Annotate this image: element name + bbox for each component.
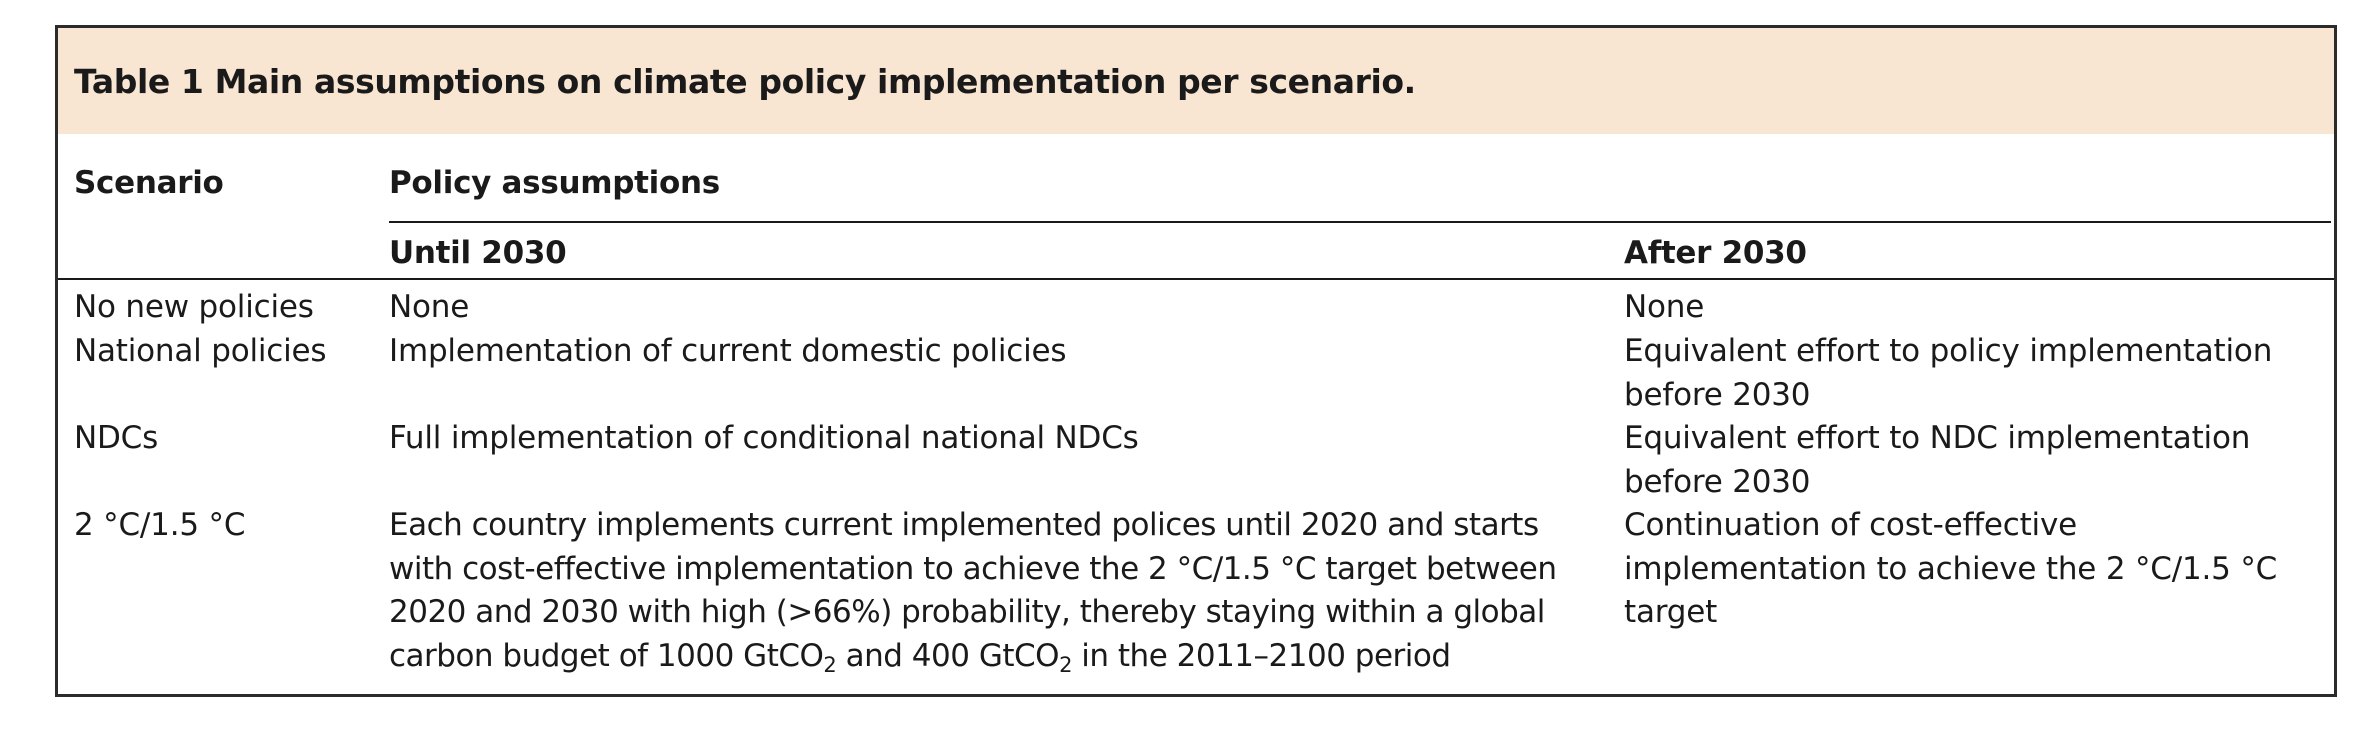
row-no-new-policies-until-2030: None — [389, 289, 470, 325]
row-national-policies-until-2030: Implementation of current domestic polic… — [389, 333, 1067, 369]
header-scenario: Scenario — [74, 165, 224, 201]
row-2c-15c-until-2030: Each country implements current implemen… — [389, 504, 1601, 678]
row-national-policies-scenario: National policies — [74, 333, 327, 369]
row-2c-15c-until-2030-mid: and 400 GtCO — [836, 637, 1060, 674]
row-ndcs-after-2030: Equivalent effort to NDC implementation … — [1624, 420, 2251, 500]
row-ndcs-until-2030: Full implementation of conditional natio… — [389, 420, 1139, 456]
row-2c-15c-after-2030: Continuation of cost-effective implement… — [1624, 507, 2278, 630]
table-caption: Table 1 Main assumptions on climate poli… — [74, 62, 1416, 101]
row-national-policies-after-2030: Equivalent effort to policy implementati… — [1624, 333, 2273, 413]
co2-subscript: 2 — [823, 652, 837, 677]
co2-subscript: 2 — [1059, 652, 1072, 677]
row-2c-15c-until-2030-main: Each country implements current implemen… — [389, 507, 1557, 674]
caption-band: Table 1 Main assumptions on climate poli… — [58, 28, 2334, 134]
row-no-new-policies-after-2030: None — [1624, 289, 1705, 325]
header-bottom-rule — [58, 278, 2334, 280]
row-ndcs-scenario: NDCs — [74, 420, 159, 456]
row-2c-15c-until-2030-end: in the 2011–2100 period — [1071, 637, 1451, 674]
row-no-new-policies-scenario: No new policies — [74, 289, 314, 325]
header-after-2030: After 2030 — [1624, 235, 1807, 271]
header-subrule — [389, 221, 2331, 223]
policy-assumptions-table: Table 1 Main assumptions on climate poli… — [55, 25, 2337, 697]
header-until-2030: Until 2030 — [389, 235, 567, 271]
row-2c-15c-scenario: 2 °C/1.5 °C — [74, 507, 246, 543]
header-policy-assumptions: Policy assumptions — [389, 165, 720, 201]
